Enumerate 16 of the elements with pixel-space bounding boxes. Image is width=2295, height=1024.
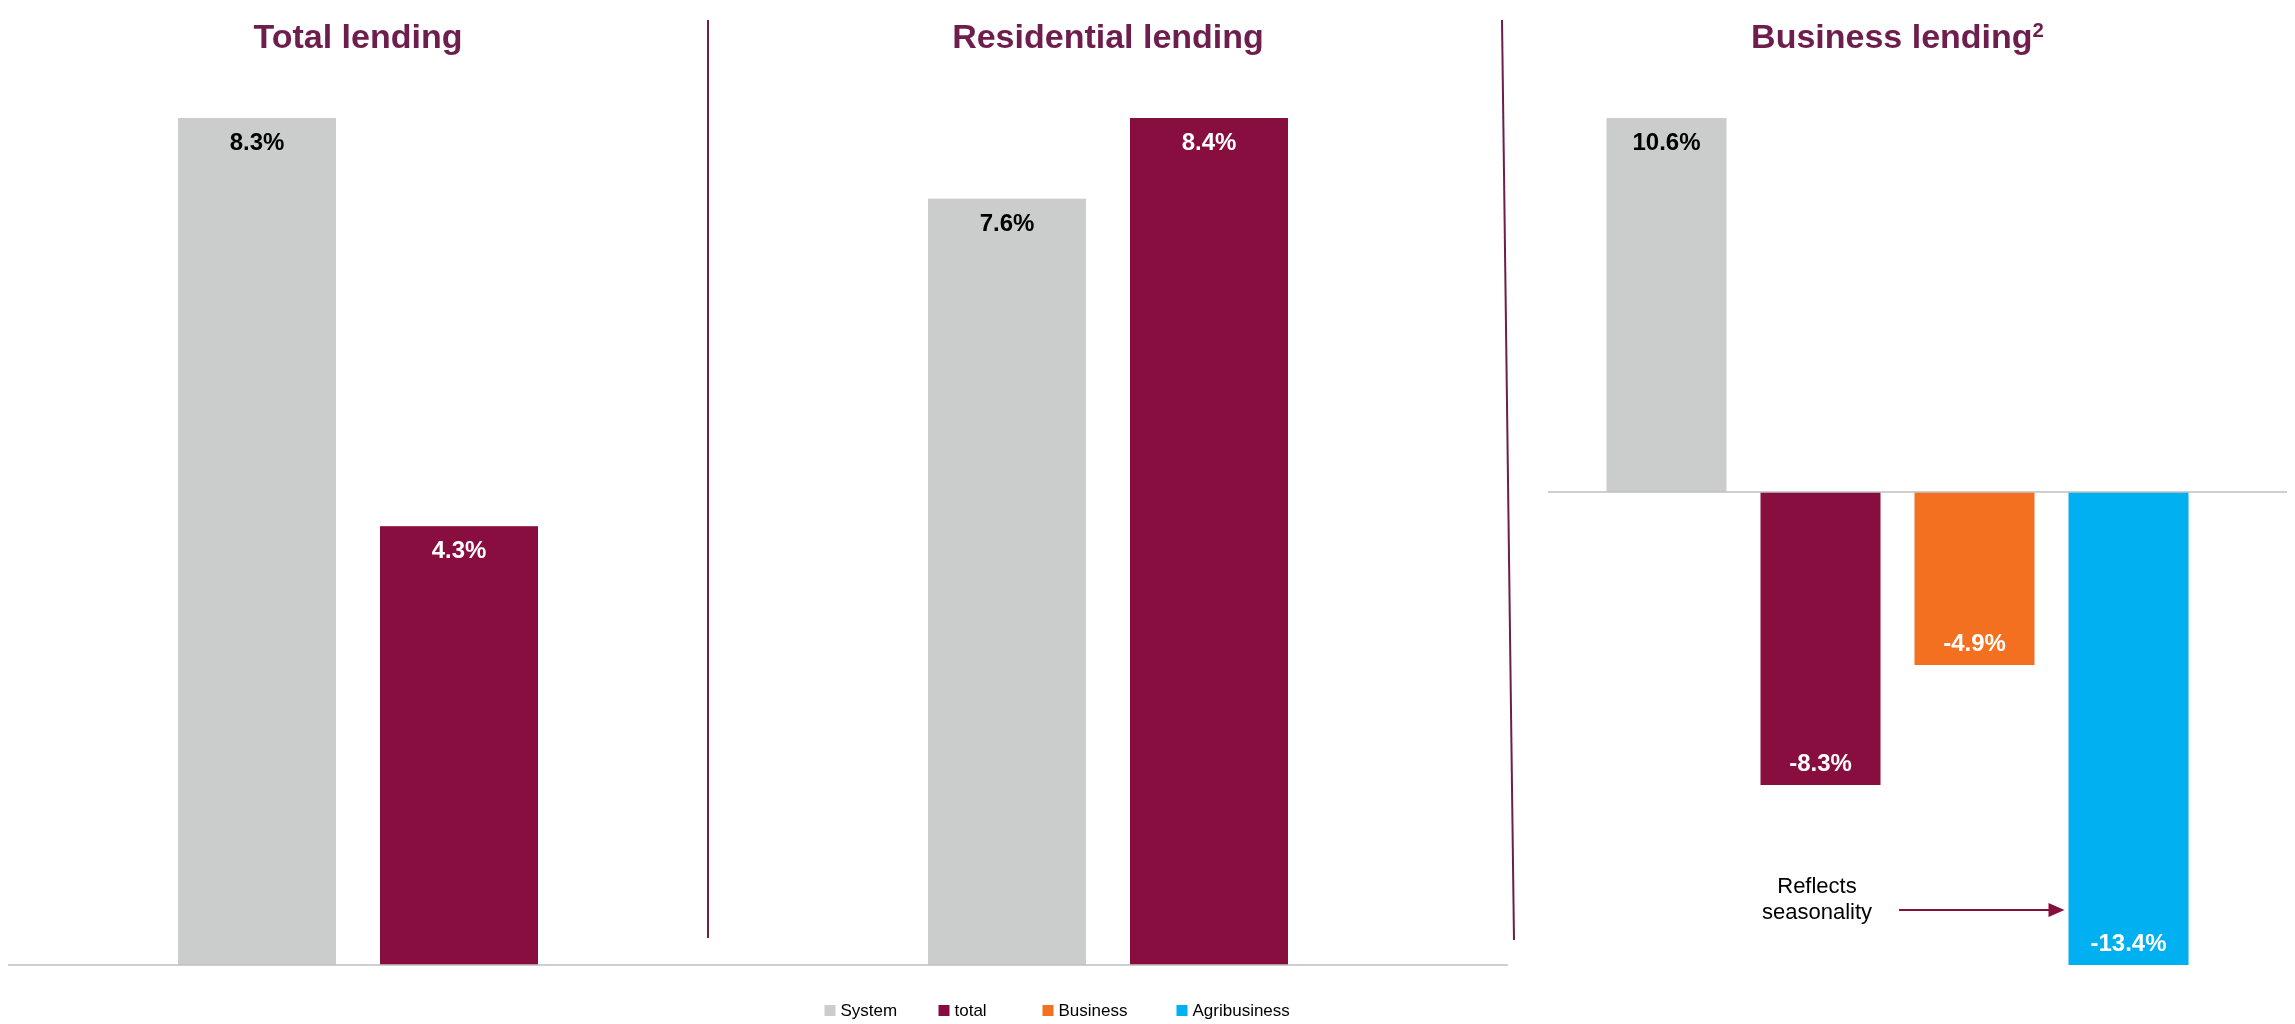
annotation: Reflects seasonality — [1761, 873, 1873, 924]
data-label: 7.6% — [979, 208, 1035, 236]
chart-title: Total lending — [253, 17, 463, 55]
data-label: -8.3% — [1789, 749, 1852, 777]
data-label: -13.4% — [2090, 929, 2167, 956]
data-label: 8.4% — [1181, 128, 1237, 155]
data-label: 8.3% — [229, 128, 285, 155]
data-label: 4.3% — [431, 536, 487, 564]
data-label: -4.9% — [1943, 629, 2006, 657]
legend-label: Agribusiness — [1192, 1001, 1290, 1020]
chart-title: Business lending$^{2}$ — [1751, 17, 2044, 55]
legend-label: System — [840, 1001, 898, 1020]
data-label: 10.6% — [1632, 128, 1701, 155]
legend-label: total — [954, 1001, 987, 1020]
legend-label: Business — [1058, 1001, 1128, 1020]
chart-title: Residential lending — [952, 17, 1264, 55]
